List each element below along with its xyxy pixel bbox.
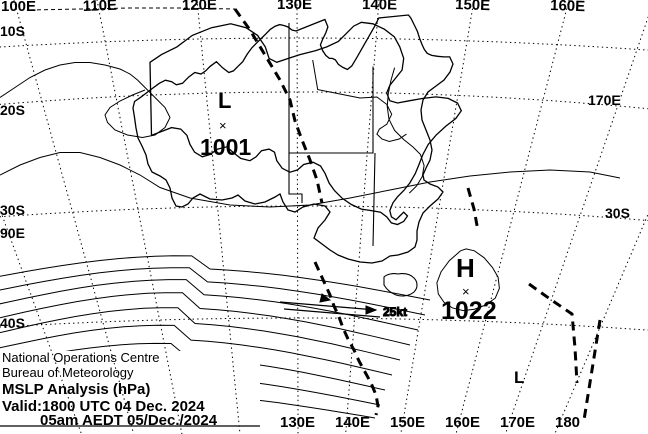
svg-text:MSLP Analysis (hPa): MSLP Analysis (hPa): [2, 381, 150, 398]
svg-text:05am AEDT 05/Dec./2024: 05am AEDT 05/Dec./2024: [40, 412, 218, 429]
svg-text:130E: 130E: [277, 0, 312, 13]
svg-text:1001: 1001: [200, 134, 251, 160]
svg-text:30S: 30S: [605, 205, 630, 221]
svg-text:10S: 10S: [0, 23, 25, 39]
svg-text:National Operations Centre: National Operations Centre: [2, 350, 160, 365]
svg-text:L: L: [218, 88, 231, 113]
svg-text:170E: 170E: [500, 414, 535, 431]
svg-text:25kt: 25kt: [383, 305, 407, 319]
svg-text:30S: 30S: [0, 202, 25, 218]
svg-text:Bureau of Meteorology: Bureau of Meteorology: [2, 365, 134, 380]
svg-text:20S: 20S: [0, 102, 25, 118]
svg-text:160E: 160E: [445, 414, 480, 431]
svg-text:H: H: [456, 253, 475, 283]
svg-text:180: 180: [555, 414, 580, 431]
svg-text:120E: 120E: [182, 0, 217, 14]
svg-text:160E: 160E: [550, 0, 586, 15]
svg-text:110E: 110E: [83, 0, 118, 15]
svg-text:90E: 90E: [0, 225, 25, 241]
svg-text:100E: 100E: [1, 0, 36, 15]
svg-text:140E: 140E: [362, 0, 397, 14]
svg-text:150E: 150E: [390, 414, 425, 431]
svg-text:L: L: [514, 368, 524, 387]
svg-text:×: ×: [219, 118, 227, 133]
svg-text:40S: 40S: [0, 315, 25, 331]
svg-text:150E: 150E: [455, 0, 491, 14]
